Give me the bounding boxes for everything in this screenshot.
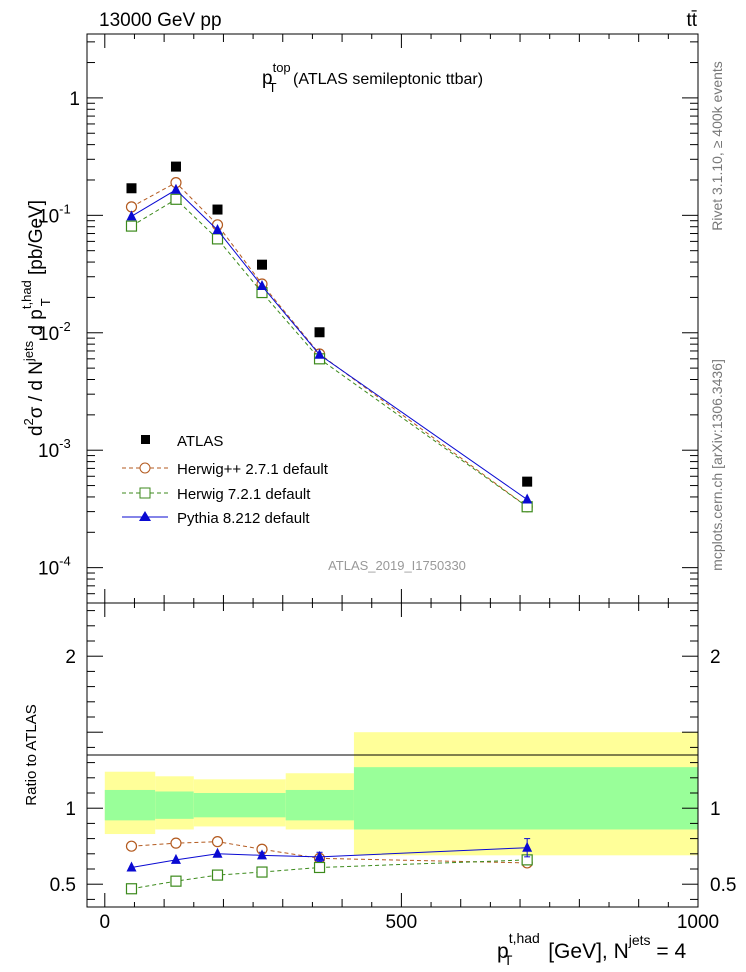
ratio-frame bbox=[86, 602, 699, 908]
rivet-version-label: Rivet 3.1.10, ≥ 400k events bbox=[709, 61, 725, 231]
legend-marker-herwigpp bbox=[139, 462, 151, 474]
x-tick-labels: 0 500 1000 bbox=[100, 912, 720, 933]
ratio-axis-ticks bbox=[87, 603, 699, 907]
x-tick-label: 1000 bbox=[677, 912, 719, 933]
ratio-y-axis-label: Ratio to ATLAS bbox=[23, 704, 40, 805]
legend: ATLAS Herwig++ 2.7.1 default Herwig 7.2.… bbox=[122, 433, 329, 527]
ratio-point-2 bbox=[256, 849, 267, 860]
series-point-2 bbox=[212, 224, 223, 235]
legend-label-herwig7: Herwig 7.2.1 default bbox=[177, 486, 311, 503]
main-y-tick-labels: 1 10-1 10-2 10-3 10-4 bbox=[38, 89, 80, 580]
atlas-data-point bbox=[256, 259, 267, 270]
ratio-y-tick-labels: 2 2 1 1 0.5 0.5 bbox=[50, 647, 737, 896]
ratio-point-2 bbox=[170, 853, 181, 864]
ratio-y-tick-label-right: 1 bbox=[710, 799, 721, 820]
series-point-2 bbox=[126, 210, 137, 221]
legend-marker-pythia bbox=[139, 511, 151, 521]
ratio-point-2 bbox=[314, 850, 325, 861]
series-point-2 bbox=[256, 280, 267, 291]
ratio-y-tick-label-right: 2 bbox=[710, 647, 721, 668]
x-axis-label: pt,had T [GeV], Njets = 4 bbox=[497, 930, 686, 968]
atlas-data-point bbox=[522, 476, 533, 487]
series-point-2 bbox=[170, 183, 181, 194]
plot-title: ptop T (ATLAS semileptonic ttbar) bbox=[262, 60, 483, 95]
ratio-point-1 bbox=[125, 883, 138, 895]
atlas-data-point bbox=[170, 161, 181, 172]
series-point-1 bbox=[125, 220, 138, 232]
main-panel: 1 10-1 10-2 10-3 10-4 ptop T (ATLAS semilepto… bbox=[38, 33, 699, 604]
header-energy: 13000 GeV pp bbox=[99, 10, 222, 31]
ratio-line-1 bbox=[131, 859, 528, 890]
analysis-watermark: ATLAS_2019_I1750330 bbox=[328, 558, 466, 573]
series-point-1 bbox=[211, 233, 224, 245]
ratio-line-0 bbox=[131, 841, 528, 864]
legend-marker-herwig7 bbox=[139, 487, 151, 499]
ratio-point-1 bbox=[170, 875, 182, 887]
ratio-point-2 bbox=[212, 847, 223, 858]
x-tick-label: 500 bbox=[386, 912, 418, 933]
header-process: tt̄ bbox=[686, 10, 697, 31]
legend-label-pythia: Pythia 8.212 default bbox=[177, 510, 310, 527]
main-series-group bbox=[125, 161, 533, 513]
mcplots-reference-label: mcplots.cern.ch [arXiv:1306.3436] bbox=[709, 359, 725, 571]
ratio-line-2 bbox=[131, 847, 528, 868]
band-inner bbox=[193, 793, 286, 818]
ratio-y-tick-label: 1 bbox=[65, 799, 76, 820]
y-tick-label: 10-3 bbox=[38, 436, 71, 462]
band-inner bbox=[285, 789, 354, 821]
ratio-series-group bbox=[125, 836, 533, 895]
atlas-data-point bbox=[126, 183, 137, 194]
ratio-point-0 bbox=[125, 840, 138, 852]
legend-marker-atlas bbox=[141, 435, 150, 444]
series-point-1 bbox=[170, 193, 182, 205]
band-inner bbox=[155, 791, 194, 819]
y-tick-label: 10-4 bbox=[38, 554, 71, 580]
ratio-point-0 bbox=[170, 837, 182, 849]
band-inner bbox=[353, 767, 698, 830]
atlas-data-point bbox=[314, 327, 325, 338]
y-tick-label: 10-1 bbox=[38, 201, 71, 227]
y-tick-label: 10-2 bbox=[38, 319, 71, 345]
series-line-1 bbox=[131, 198, 528, 508]
ratio-panel: 2 2 1 1 0.5 0.5 0 500 1000 bbox=[50, 602, 737, 933]
ratio-point-2 bbox=[126, 861, 137, 872]
ratio-point-1 bbox=[313, 861, 326, 874]
y-tick-label: 1 bbox=[69, 89, 80, 110]
series-point-2 bbox=[522, 493, 533, 504]
series-line-2 bbox=[131, 189, 528, 500]
atlas-data-point bbox=[212, 204, 223, 215]
ratio-y-tick-label: 0.5 bbox=[50, 875, 76, 896]
main-axis-ticks bbox=[87, 34, 699, 604]
band-inner bbox=[104, 789, 156, 821]
ratio-point-2 bbox=[522, 841, 533, 852]
legend-label-atlas: ATLAS bbox=[177, 433, 223, 450]
ratio-point-1 bbox=[256, 866, 268, 878]
ratio-point-1 bbox=[211, 869, 224, 881]
x-tick-label: 0 bbox=[100, 912, 111, 933]
ratio-point-0 bbox=[211, 836, 224, 848]
series-point-2 bbox=[314, 348, 325, 359]
ratio-y-tick-label: 2 bbox=[65, 647, 76, 668]
legend-label-herwigpp: Herwig++ 2.7.1 default bbox=[177, 461, 329, 478]
ratio-y-tick-label-right: 0.5 bbox=[710, 875, 736, 896]
ratio-uncertainty-bands bbox=[104, 732, 698, 856]
main-y-axis-label: d2σ / d Njets d pt,had T [pb/GeV] bbox=[19, 200, 53, 436]
